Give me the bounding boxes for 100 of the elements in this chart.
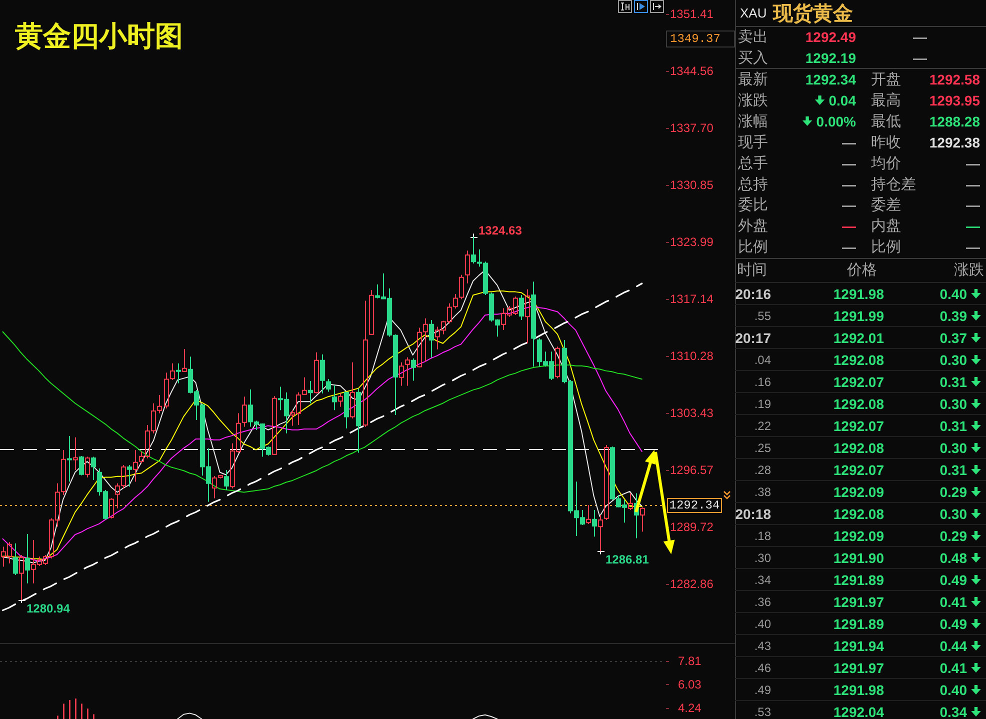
candlestick <box>586 504 592 524</box>
y-tick-label: 1330.85 <box>670 178 714 192</box>
text: 1291.89 <box>833 616 884 632</box>
annotation: 1280.94 <box>26 602 70 616</box>
candlestick <box>12 542 18 576</box>
text: 0.41 <box>940 660 968 676</box>
candlestick <box>428 320 434 358</box>
text: 1288.28 <box>929 113 980 130</box>
text: 1292.08 <box>833 396 884 412</box>
text: 1291.89 <box>833 572 884 588</box>
y-tick-label: 1282.86 <box>670 577 714 592</box>
candlestick <box>60 449 66 496</box>
candlestick <box>24 534 30 584</box>
text: 0.49 <box>940 572 968 588</box>
candlestick <box>344 391 350 429</box>
candlestick <box>78 456 84 476</box>
text: 1349.37 <box>670 32 720 46</box>
text: 0.00% <box>816 113 857 130</box>
candlestick <box>176 362 182 384</box>
text: 1291.97 <box>833 660 884 676</box>
text: — <box>842 218 856 234</box>
text: 20:16 <box>735 286 772 302</box>
candlestick <box>272 396 278 456</box>
text: 1292.38 <box>929 134 980 150</box>
text: 1291.90 <box>833 550 884 566</box>
text: 0.40 <box>940 286 968 302</box>
text: .22 <box>754 419 772 433</box>
text: — <box>966 239 980 256</box>
text: 现货黄金 <box>772 1 853 25</box>
candlestick <box>368 290 374 336</box>
text: 0.29 <box>940 484 968 500</box>
text: .38 <box>754 485 772 499</box>
candlestick <box>224 470 230 490</box>
y-tick-label: 1317.14 <box>670 292 714 306</box>
text: .46 <box>754 661 772 675</box>
text: 1292.08 <box>833 440 884 456</box>
text: 0.48 <box>940 550 968 566</box>
text: 涨跌 <box>738 92 768 109</box>
text: — <box>966 218 980 234</box>
text: 1292.49 <box>805 29 856 45</box>
text: — <box>842 197 856 214</box>
text: .40 <box>754 617 772 631</box>
candlestick <box>308 380 314 404</box>
y-tick-label: 1351.41 <box>670 6 714 21</box>
text: 1292.07 <box>833 374 884 390</box>
text: .36 <box>754 595 772 609</box>
text: — <box>842 176 856 192</box>
text: 时间 <box>737 262 767 278</box>
candlestick <box>132 449 138 482</box>
candlestick <box>164 372 170 409</box>
text: 内盘 <box>871 218 901 235</box>
text: 0.39 <box>940 308 968 324</box>
text: .55 <box>754 309 772 323</box>
text: 0.30 <box>940 352 968 368</box>
text: 最低 <box>871 112 901 130</box>
text: 0.34 <box>940 704 968 719</box>
text: 0.44 <box>940 638 968 654</box>
annotation: 1286.81 <box>606 552 650 567</box>
text: 昨收 <box>871 134 901 151</box>
text: .19 <box>754 397 772 411</box>
candlestick <box>108 498 114 519</box>
candlestick <box>350 362 356 419</box>
candlestick <box>182 348 188 372</box>
text: 0.49 <box>940 616 968 632</box>
text: — <box>966 197 980 214</box>
text: 1292.04 <box>833 704 884 719</box>
candlestick <box>604 444 610 521</box>
candlestick <box>338 392 344 408</box>
y-tick-label: 1323.99 <box>670 235 714 249</box>
candlestick <box>72 436 78 471</box>
text: — <box>842 239 856 256</box>
text: 开盘 <box>871 71 901 88</box>
text: — <box>913 50 927 66</box>
candlestick <box>66 436 72 482</box>
text: 0.31 <box>940 462 968 478</box>
text: 1293.95 <box>929 92 980 108</box>
y-tick-label: 1296.57 <box>670 463 714 478</box>
text: 卖出 <box>738 28 768 46</box>
candlestick <box>554 346 560 379</box>
text: 1291.98 <box>833 286 884 302</box>
text: — <box>966 176 980 192</box>
text: — <box>913 29 927 45</box>
text: 0.04 <box>828 92 856 108</box>
text: — <box>842 134 856 150</box>
candlestick <box>326 378 332 392</box>
text: 持仓差 <box>871 176 916 193</box>
text: 总手 <box>737 154 768 172</box>
text: .53 <box>754 705 772 719</box>
ref-line-label: 1292.34 <box>669 498 720 512</box>
text: 0.30 <box>940 396 968 412</box>
candlestick <box>410 358 416 382</box>
text: 1292.01 <box>833 330 884 346</box>
text: 均价 <box>870 154 901 172</box>
y-tick-label: 4.24 <box>678 701 702 716</box>
text: .18 <box>754 529 772 543</box>
text: 1292.19 <box>805 50 856 66</box>
text: 买入 <box>738 50 768 66</box>
text: .16 <box>754 375 772 389</box>
text: 涨幅 <box>738 112 768 130</box>
candlestick <box>416 327 422 368</box>
